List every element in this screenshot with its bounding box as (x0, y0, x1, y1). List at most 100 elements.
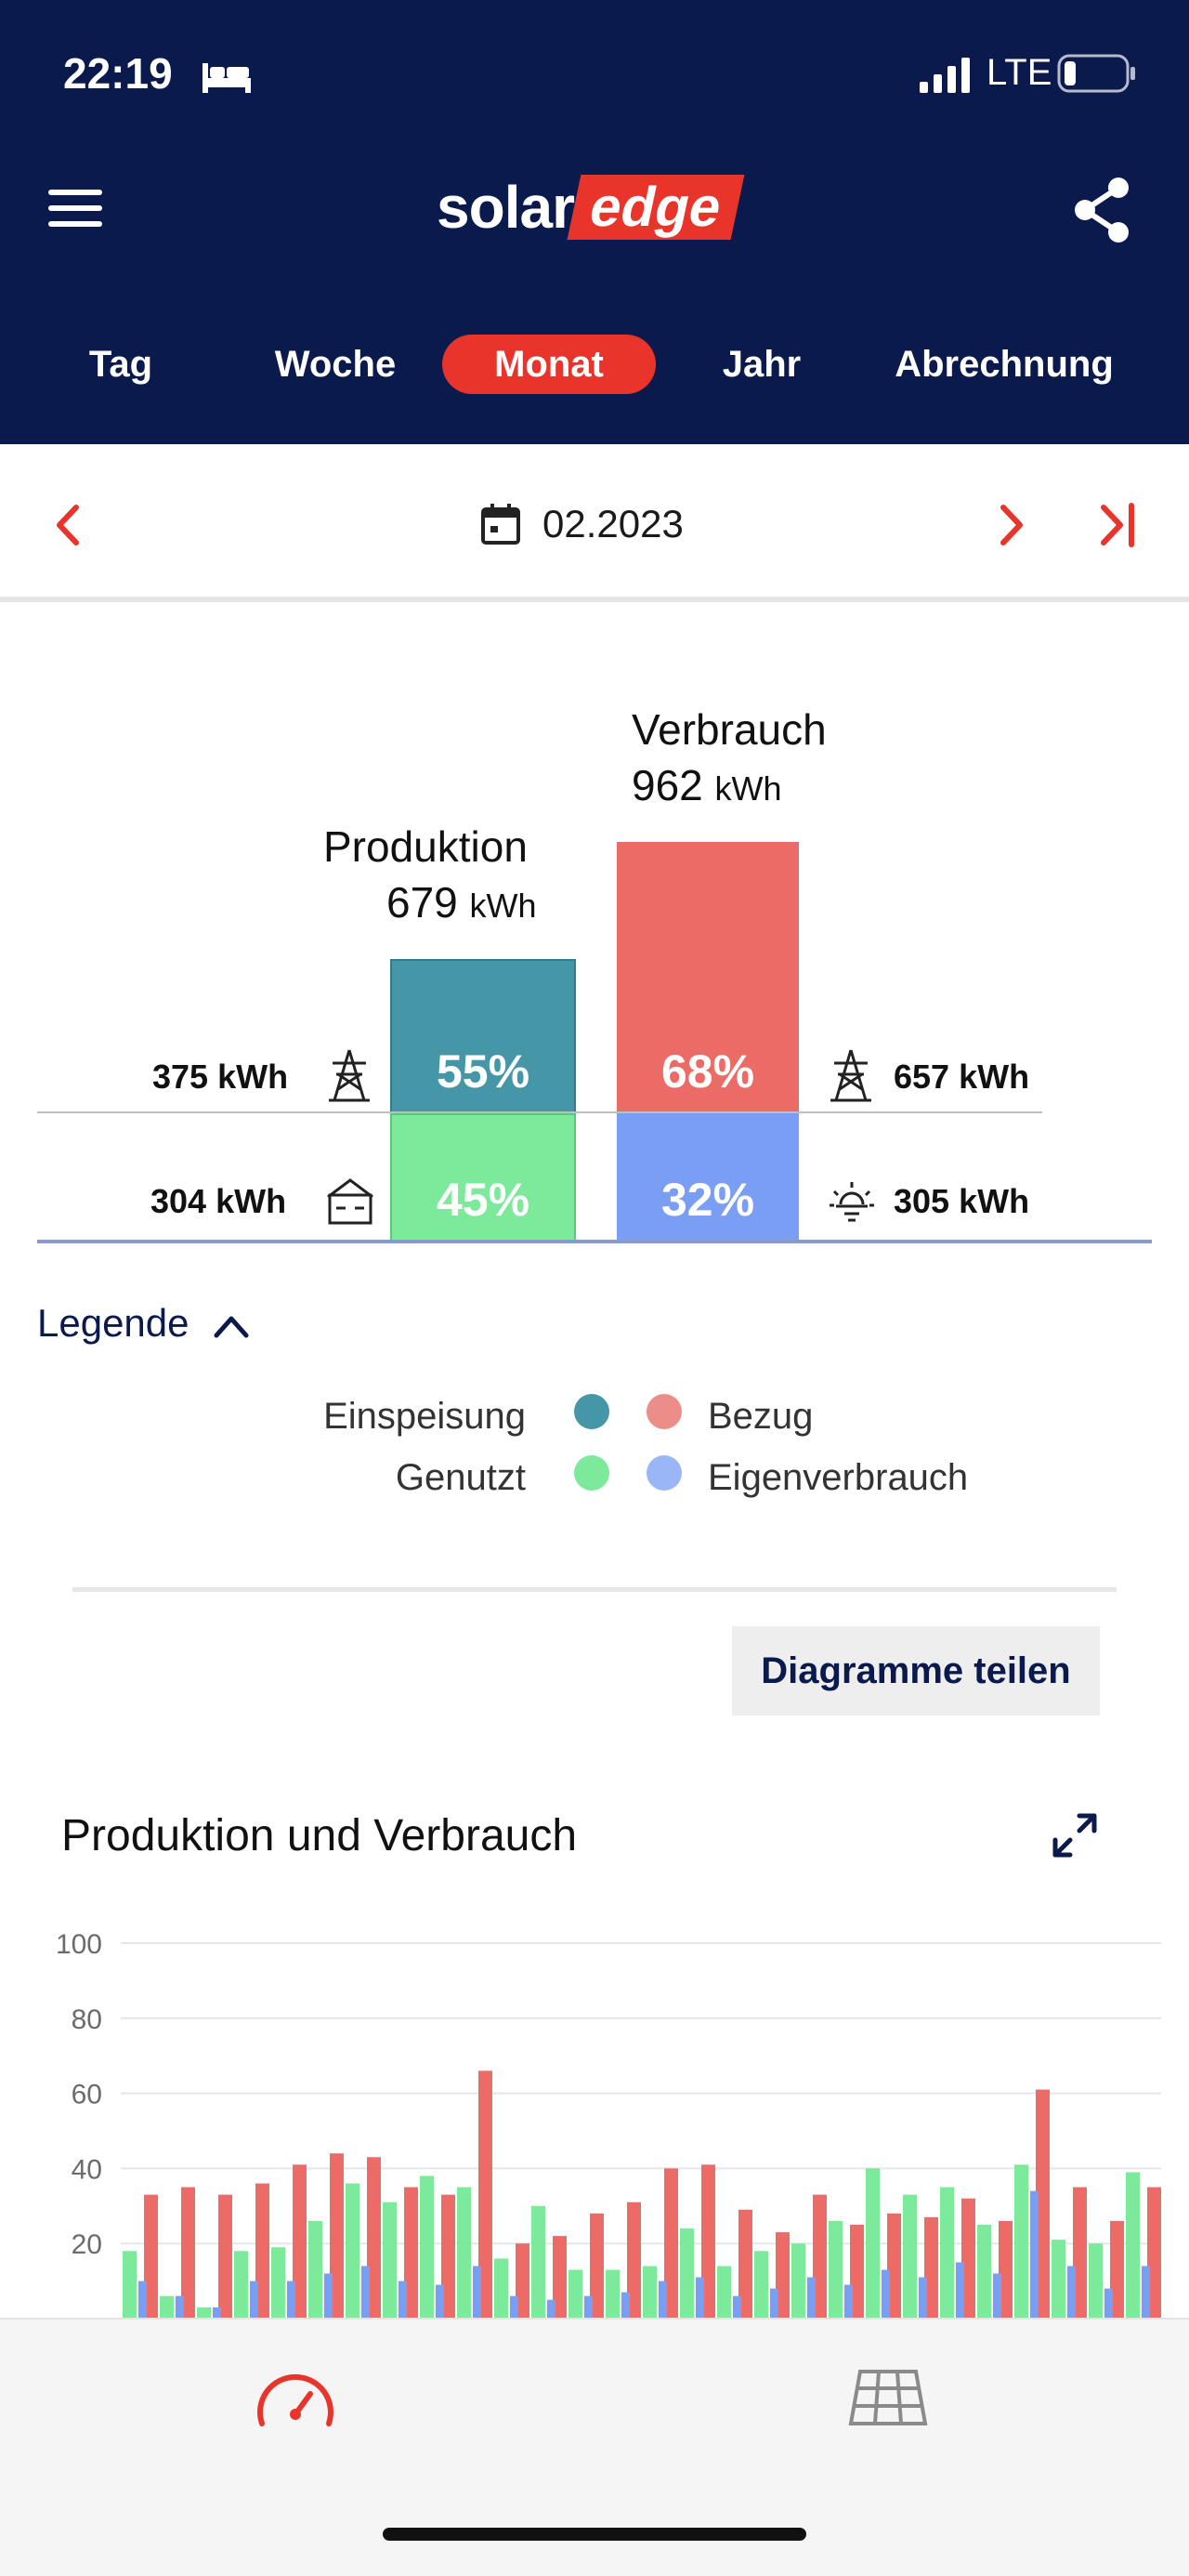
bar-eigenverbrauch (621, 2292, 630, 2318)
bar-eigenverbrauch (1067, 2266, 1076, 2318)
share-icon[interactable] (1072, 177, 1133, 243)
bar-genutzt (197, 2307, 211, 2318)
bar-eigenverbrauch (176, 2295, 184, 2318)
app-header: 22:19 LTE solar edge Tag Woche Monat Jahr… (0, 0, 1189, 444)
bar-eigenverbrauch (324, 2273, 333, 2318)
solar-panel-layout-icon[interactable] (847, 2368, 929, 2429)
bar-eigenverbrauch (361, 2266, 370, 2318)
export-percent: 55% (436, 1045, 530, 1097)
bar-genutzt (977, 2225, 991, 2318)
calendar-icon[interactable] (479, 502, 522, 546)
bar-genutzt (1014, 2164, 1028, 2318)
bar-eigenverbrauch (807, 2277, 816, 2318)
sun-icon (830, 1182, 874, 1222)
last-period-icon[interactable] (1098, 502, 1139, 548)
bar-bezug (516, 2243, 529, 2318)
used-percent: 45% (436, 1174, 530, 1226)
bar-eigenverbrauch (1142, 2266, 1150, 2318)
self-consumption-bar (617, 1111, 799, 1240)
solaredge-logo: solar edge (437, 173, 745, 243)
bar-genutzt (123, 2251, 137, 2318)
bar-eigenverbrauch (770, 2288, 778, 2318)
consumption-label: Verbrauch (632, 705, 827, 754)
bar-bezug (441, 2194, 455, 2318)
bar-genutzt (903, 2194, 917, 2318)
bar-eigenverbrauch (138, 2280, 147, 2318)
bar-bezug (738, 2209, 752, 2318)
bar-bezug (701, 2164, 715, 2318)
previous-period-icon[interactable] (52, 502, 84, 548)
period-date[interactable]: 02.2023 (542, 502, 684, 545)
y-tick-label: 60 (72, 2080, 102, 2110)
section-divider (0, 597, 1189, 602)
bar-eigenverbrauch (993, 2273, 1001, 2318)
used-bar (390, 1113, 576, 1242)
bar-bezug (999, 2220, 1013, 2318)
bar-bezug (1147, 2187, 1161, 2318)
legend-import: Bezug (708, 1396, 814, 1437)
bar-eigenverbrauch (696, 2277, 704, 2318)
import-kwh: 657 kWh (894, 1058, 1030, 1096)
consumption-value: 962 kWh (632, 761, 782, 809)
bar-bezug (553, 2236, 567, 2318)
bar-genutzt (643, 2266, 657, 2318)
production-value: 679 kWh (386, 878, 537, 927)
export-kwh: 375 kWh (152, 1058, 289, 1096)
bar-eigenverbrauch (844, 2284, 853, 2318)
bar-eigenverbrauch (250, 2280, 258, 2318)
tab-woche[interactable]: Woche (274, 344, 397, 385)
y-tick-label: 40 (72, 2154, 102, 2185)
bar-bezug (924, 2216, 938, 2318)
bar-genutzt (717, 2266, 731, 2318)
bar-genutzt (754, 2251, 768, 2318)
bar-genutzt (383, 2201, 397, 2318)
bar-genutzt (160, 2295, 174, 2318)
y-tick-label: 80 (72, 2004, 102, 2035)
bar-genutzt (346, 2183, 359, 2318)
bar-eigenverbrauch (956, 2262, 964, 2318)
bar-genutzt (829, 2220, 843, 2318)
bar-genutzt (791, 2243, 805, 2318)
bar-bezug (330, 2153, 344, 2318)
bar-genutzt (308, 2220, 322, 2318)
bar-eigenverbrauch (287, 2280, 295, 2318)
legend-toggle[interactable]: Legende (37, 1301, 252, 1346)
bar-bezug (218, 2194, 232, 2318)
tab-abrechnung[interactable]: Abrechnung (895, 344, 1114, 385)
bar-bezug (293, 2164, 307, 2318)
grid-pylon-icon (830, 1049, 871, 1102)
bar-eigenverbrauch (584, 2295, 593, 2318)
battery-icon (1057, 54, 1135, 93)
bar-eigenverbrauch (1030, 2190, 1039, 2318)
bar-genutzt (680, 2228, 694, 2318)
bar-genutzt (1052, 2240, 1065, 2318)
bar-bezug (404, 2187, 418, 2318)
bar-genutzt (494, 2258, 508, 2318)
legend-import-dot (647, 1394, 682, 1429)
bar-bezug (961, 2198, 975, 2318)
expand-icon[interactable] (1050, 1810, 1100, 1860)
tab-tag[interactable]: Tag (88, 344, 153, 385)
menu-icon[interactable] (46, 186, 104, 230)
tab-jahr[interactable]: Jahr (722, 344, 802, 385)
home-indicator (383, 2528, 806, 2541)
tab-monat[interactable]: Monat (442, 335, 656, 394)
legend-used: Genutzt (395, 1457, 526, 1498)
bar-genutzt (271, 2247, 285, 2318)
chevron-up-icon (214, 1316, 249, 1338)
bar-bezug (1110, 2220, 1124, 2318)
dashboard-gauge-icon[interactable] (253, 2370, 338, 2431)
bar-bezug (776, 2232, 790, 2318)
bar-bezug (478, 2070, 492, 2318)
y-tick-label: 100 (56, 1929, 102, 1960)
next-period-icon[interactable] (996, 502, 1027, 548)
bar-genutzt (606, 2269, 620, 2318)
legend-export-dot (574, 1394, 609, 1429)
bar-genutzt (940, 2187, 954, 2318)
bar-genutzt (234, 2251, 248, 2318)
bar-genutzt (1089, 2243, 1103, 2318)
used-kwh: 304 kWh (150, 1182, 287, 1220)
bar-bezug (1073, 2187, 1087, 2318)
bar-genutzt (568, 2269, 582, 2318)
share-charts-button[interactable]: Diagramme teilen (732, 1626, 1100, 1715)
